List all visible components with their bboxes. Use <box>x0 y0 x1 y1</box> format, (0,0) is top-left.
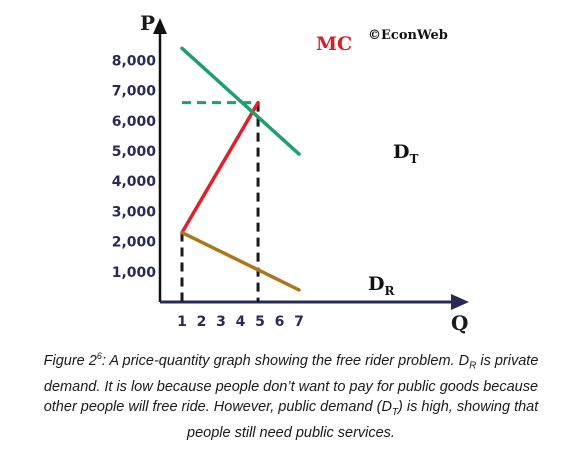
y-tick-label: 7,000 <box>112 84 157 100</box>
y-tick-label: 1,000 <box>112 265 157 281</box>
x-tick-label: 6 <box>275 314 285 330</box>
caption-line3: ) is high, showing that people still nee… <box>187 398 539 441</box>
caption-figure-label: Figure 2 <box>43 352 97 369</box>
curve-label-dr: DR <box>368 273 395 298</box>
caption-dt-sub: T <box>391 406 399 418</box>
y-tick-label: 8,000 <box>112 53 157 69</box>
x-axis-label: Q <box>451 311 468 335</box>
y-tick-label: 4,000 <box>112 174 157 190</box>
figure-caption: Figure 26: A price-quantity graph showin… <box>40 346 542 443</box>
econweb-watermark: ©EconWeb <box>368 28 448 43</box>
x-tick-label: 7 <box>294 314 304 330</box>
y-axis-label: P <box>140 11 155 35</box>
x-axis-arrow-icon <box>451 294 469 310</box>
caption-intro: : A price-quantity graph showing the fre… <box>101 352 455 369</box>
x-tick-label: 2 <box>197 314 207 330</box>
y-tick-label: 6,000 <box>112 114 157 130</box>
y-tick-label: 2,000 <box>112 235 157 251</box>
caption-dr-label: D <box>458 352 470 369</box>
y-axis-arrow-icon <box>153 18 167 34</box>
chart-axes: PQ <box>140 11 469 335</box>
tick-labels: 1,000 2,000 3,000 4,000 5,000 6,000 7,000 8,000… <box>112 53 304 330</box>
x-tick-label: 4 <box>236 314 246 330</box>
curve-label-subscript: R <box>384 284 395 298</box>
y-tick-label: 5,000 <box>112 144 157 160</box>
y-tick-label: 3,000 <box>112 204 157 220</box>
x-tick-label: 1 <box>177 314 187 330</box>
caption-dt-label: D <box>381 398 392 415</box>
curve-mc <box>180 100 260 235</box>
curve-label-subscript: T <box>409 152 418 166</box>
x-tick-label: 3 <box>216 314 226 330</box>
caption-dr-sub: R <box>469 360 477 372</box>
caption-line2: is private demand. It is low because peo… <box>43 352 539 415</box>
curve-label-dt: DT <box>393 141 418 166</box>
curve-labels: MC DT DR <box>316 33 418 298</box>
curve-label-mc: MC <box>316 33 352 55</box>
x-tick-label: 5 <box>255 314 265 330</box>
reference-lines <box>180 101 260 302</box>
curves <box>180 46 301 292</box>
curve-dr <box>180 230 301 292</box>
caption-superscript: 6 <box>96 351 102 361</box>
curve-dt <box>180 46 301 156</box>
